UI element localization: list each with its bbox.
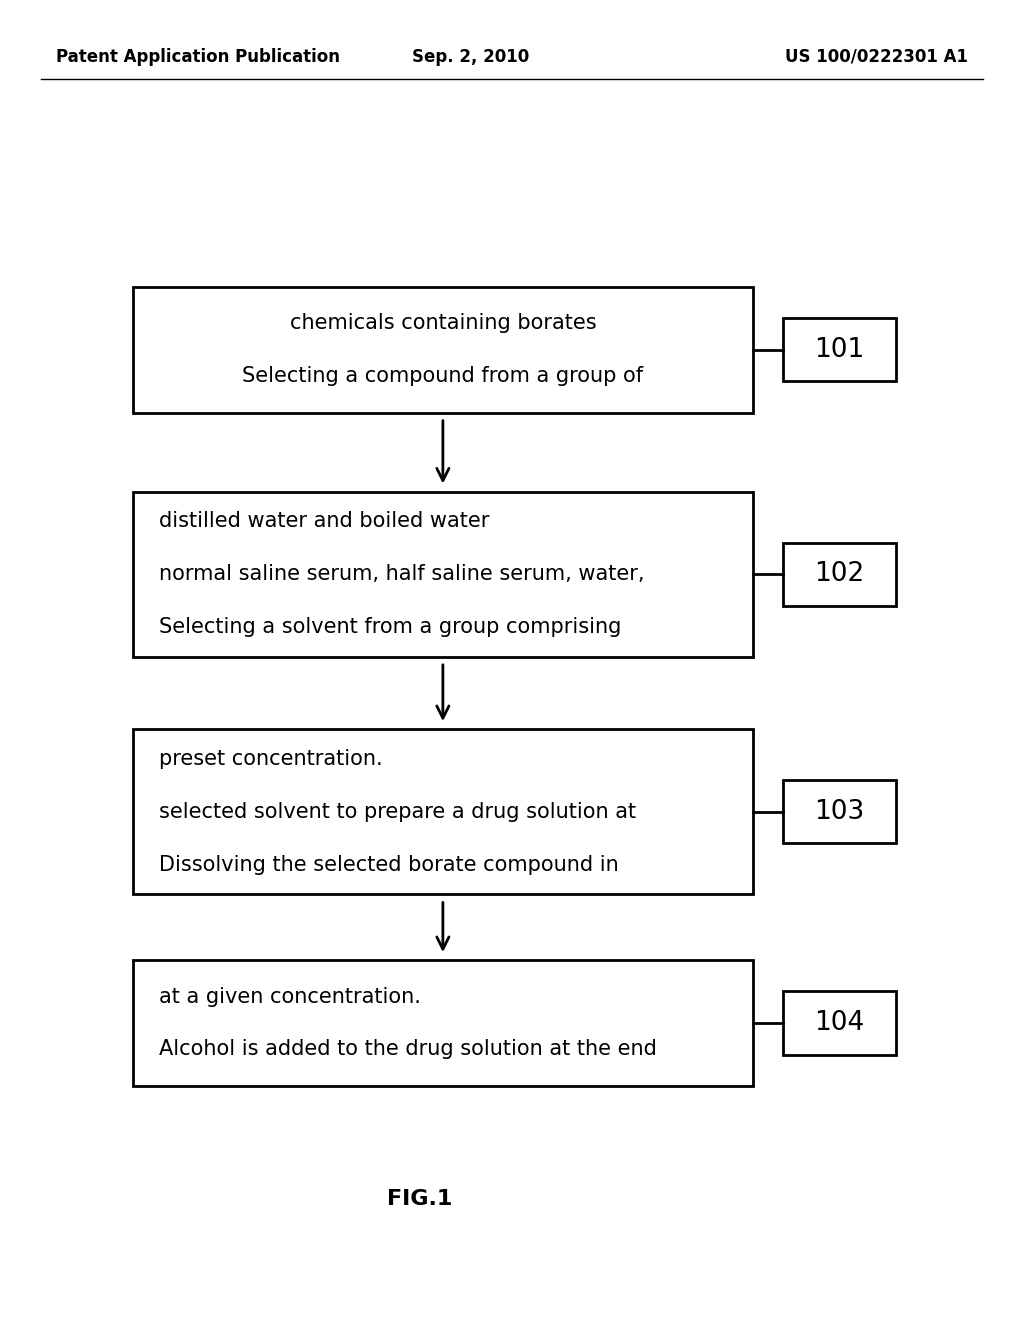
Bar <box>783 991 896 1055</box>
Text: Alcohol is added to the drug solution at the end: Alcohol is added to the drug solution at… <box>159 1039 656 1060</box>
Text: 103: 103 <box>814 799 865 825</box>
Bar <box>783 543 896 606</box>
Text: selected solvent to prepare a drug solution at: selected solvent to prepare a drug solut… <box>159 801 636 822</box>
Text: Sep. 2, 2010: Sep. 2, 2010 <box>413 48 529 66</box>
Bar <box>133 492 753 657</box>
Bar <box>133 288 753 412</box>
Bar <box>133 961 753 1085</box>
Text: FIG.1: FIG.1 <box>387 1188 453 1209</box>
Text: 102: 102 <box>814 561 865 587</box>
Text: normal saline serum, half saline serum, water,: normal saline serum, half saline serum, … <box>159 564 644 585</box>
Text: distilled water and boiled water: distilled water and boiled water <box>159 511 489 532</box>
Text: 101: 101 <box>814 337 865 363</box>
Bar <box>133 729 753 895</box>
Text: Patent Application Publication: Patent Application Publication <box>56 48 340 66</box>
Text: at a given concentration.: at a given concentration. <box>159 986 421 1007</box>
Text: Selecting a compound from a group of: Selecting a compound from a group of <box>243 366 643 387</box>
Text: US 100/0222301 A1: US 100/0222301 A1 <box>784 48 968 66</box>
Text: preset concentration.: preset concentration. <box>159 748 382 770</box>
Bar <box>783 780 896 843</box>
Text: Selecting a solvent from a group comprising: Selecting a solvent from a group compris… <box>159 616 622 638</box>
Bar <box>783 318 896 381</box>
Text: Dissolving the selected borate compound in: Dissolving the selected borate compound … <box>159 854 618 875</box>
Text: chemicals containing borates: chemicals containing borates <box>290 313 596 334</box>
Text: 104: 104 <box>814 1010 865 1036</box>
